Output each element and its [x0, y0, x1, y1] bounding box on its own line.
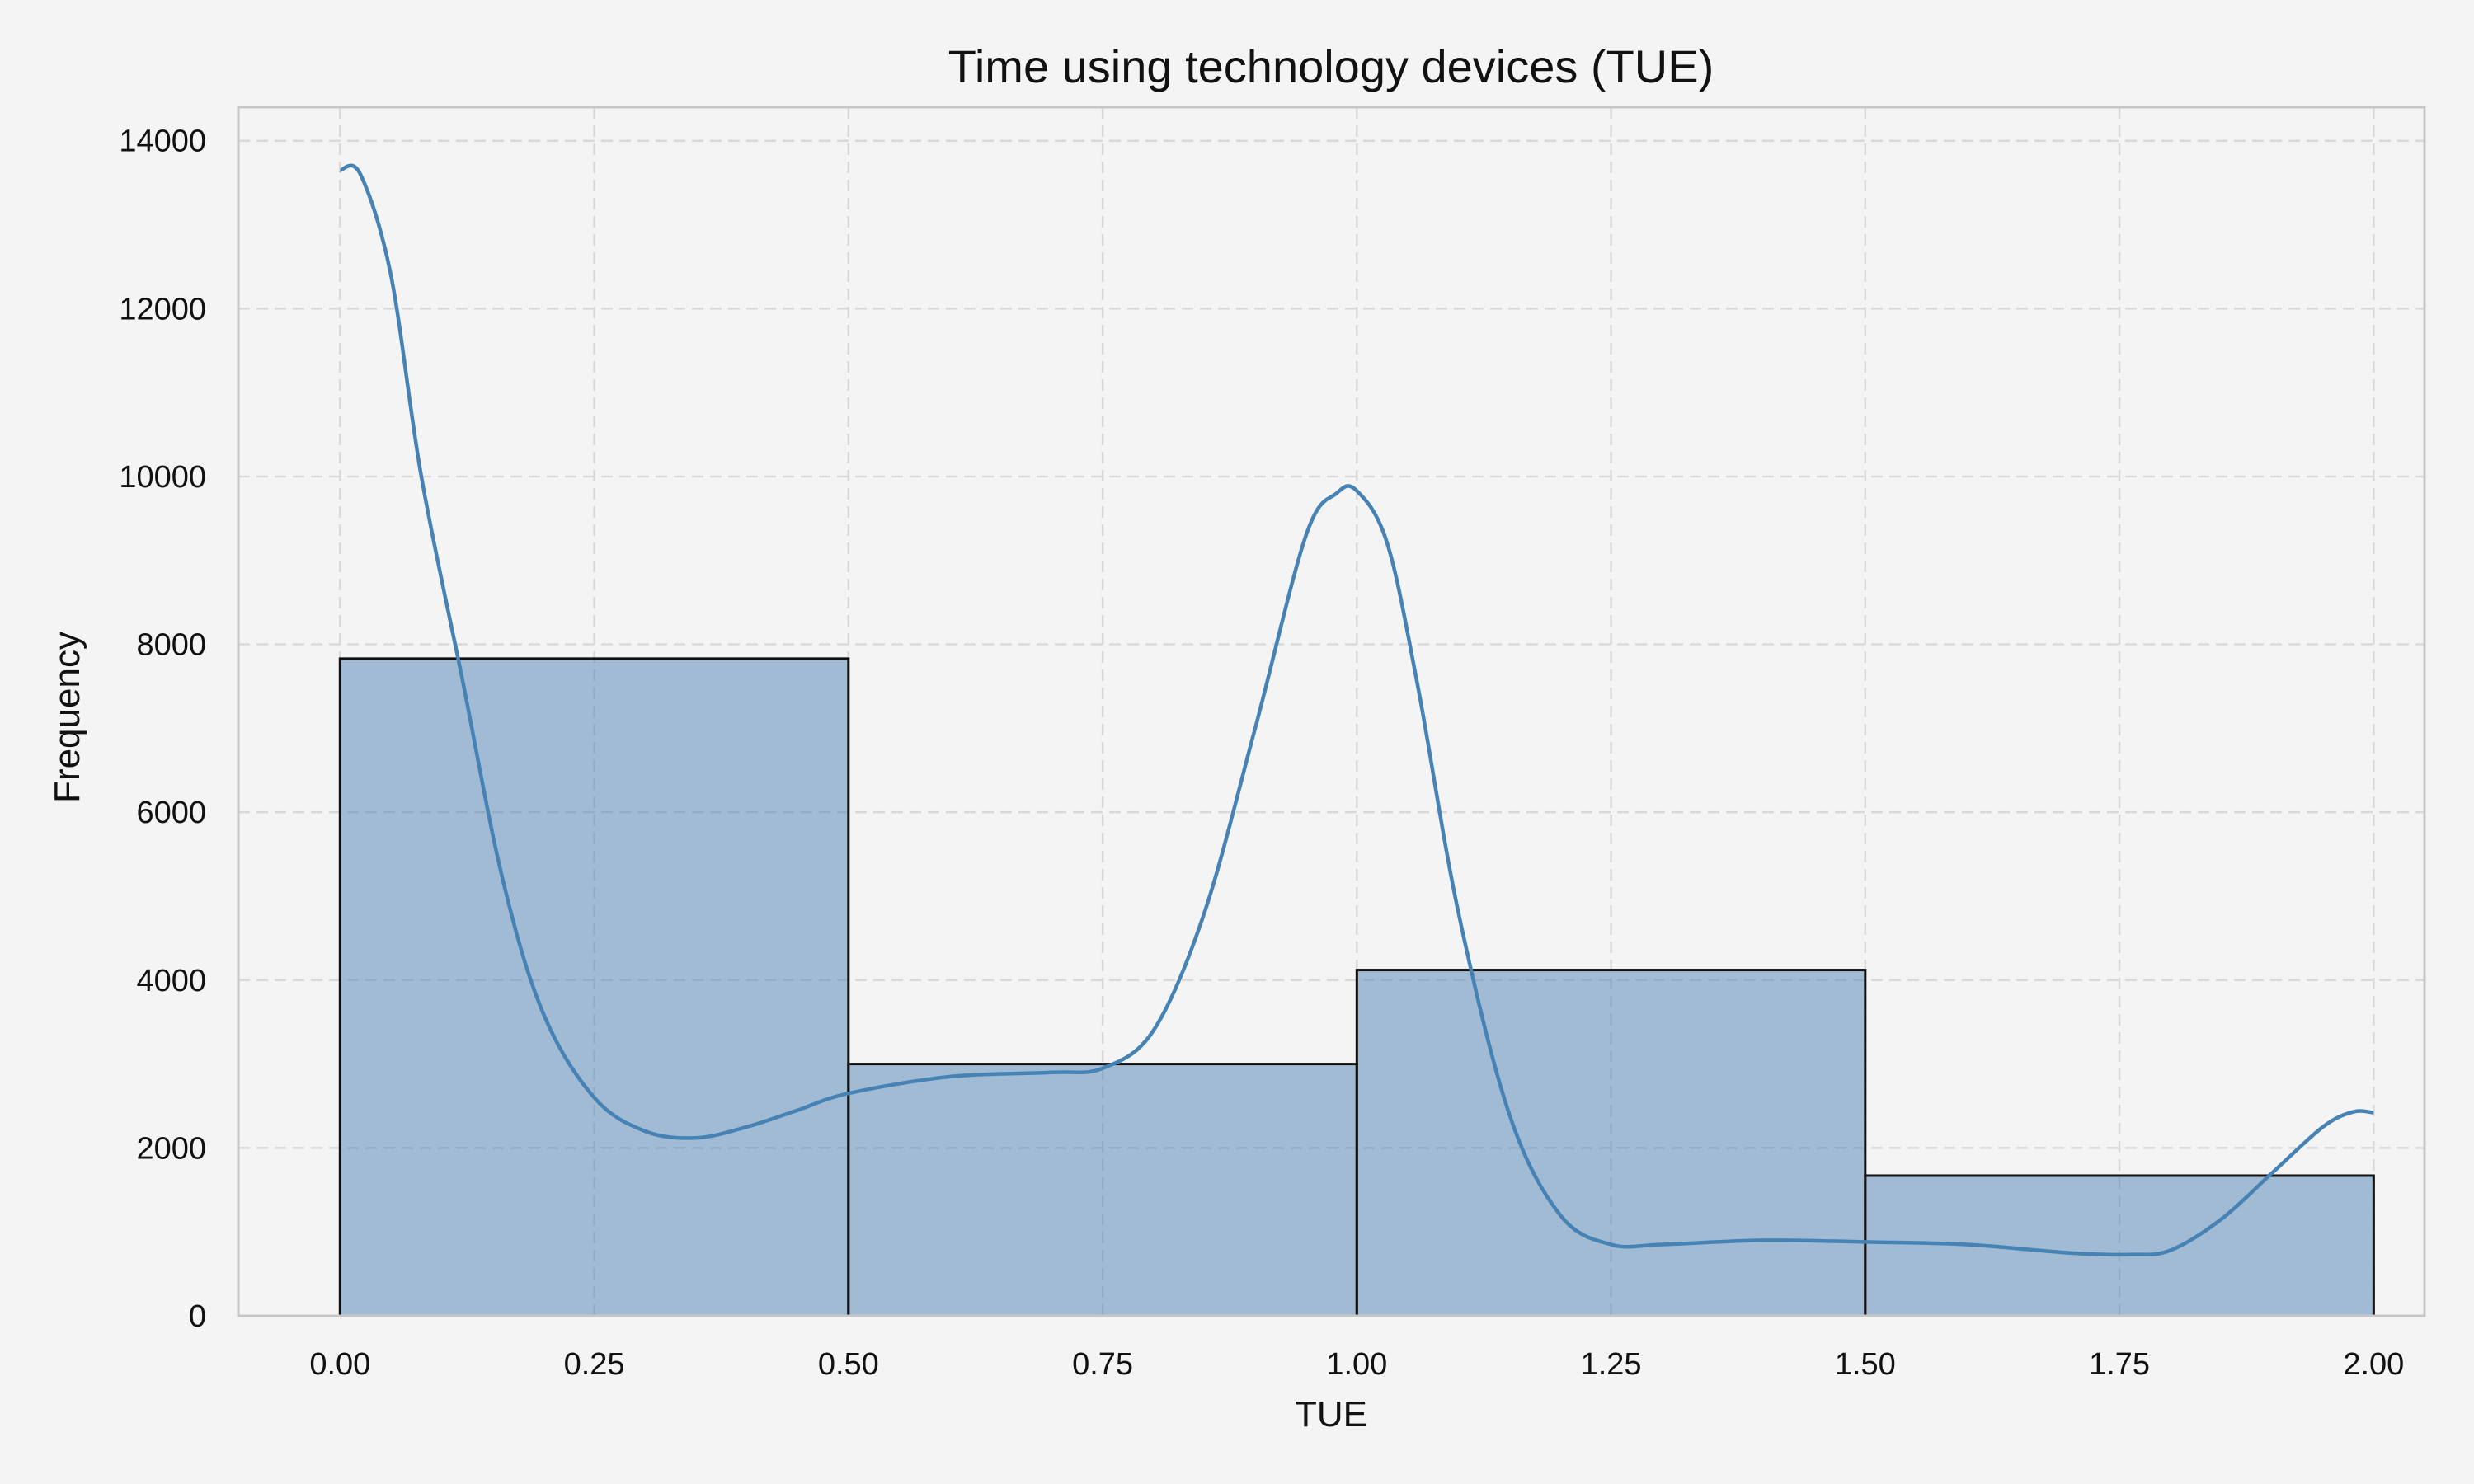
x-tick-label: 0.50 [818, 1347, 879, 1382]
x-tick-label: 2.00 [2343, 1347, 2404, 1382]
x-tick-label: 1.25 [1581, 1347, 1642, 1382]
y-tick-label: 0 [189, 1299, 206, 1334]
y-tick-label: 12000 [119, 292, 206, 326]
histogram-bar [338, 657, 850, 1317]
y-tick-label: 6000 [136, 796, 206, 830]
chart-title: Time using technology devices (TUE) [948, 40, 1714, 92]
x-tick-label: 0.00 [309, 1347, 370, 1382]
y-tick-label: 8000 [136, 628, 206, 663]
x-axis-label: TUE [1295, 1394, 1367, 1435]
y-axis-label: Frequency [47, 632, 87, 803]
x-tick-label: 1.00 [1326, 1347, 1387, 1382]
kde-curve [339, 163, 2374, 1257]
y-tick-label: 2000 [136, 1131, 206, 1166]
kde-curve-layer [339, 163, 2374, 1257]
histogram-bars [338, 657, 2375, 1317]
y-tick-label: 14000 [119, 124, 206, 159]
x-tick-label: 0.25 [564, 1347, 625, 1382]
x-tick-label: 1.75 [2089, 1347, 2150, 1382]
x-axis-ticks: 0.00 0.25 0.50 0.75 1.00 1.25 1.50 1.75 2.00 [309, 1347, 2404, 1382]
x-tick-label: 0.75 [1072, 1347, 1133, 1382]
y-tick-label: 4000 [136, 964, 206, 998]
histogram-bar [1864, 1174, 2375, 1317]
plot-frame [237, 106, 2426, 1317]
y-tick-label: 10000 [119, 460, 206, 495]
histogram-bar [847, 1063, 1358, 1317]
y-axis-ticks: 0 2000 4000 6000 8000 10000 12000 14000 [119, 124, 206, 1334]
histogram-bar [1355, 969, 1867, 1317]
x-tick-label: 1.50 [1835, 1347, 1896, 1382]
